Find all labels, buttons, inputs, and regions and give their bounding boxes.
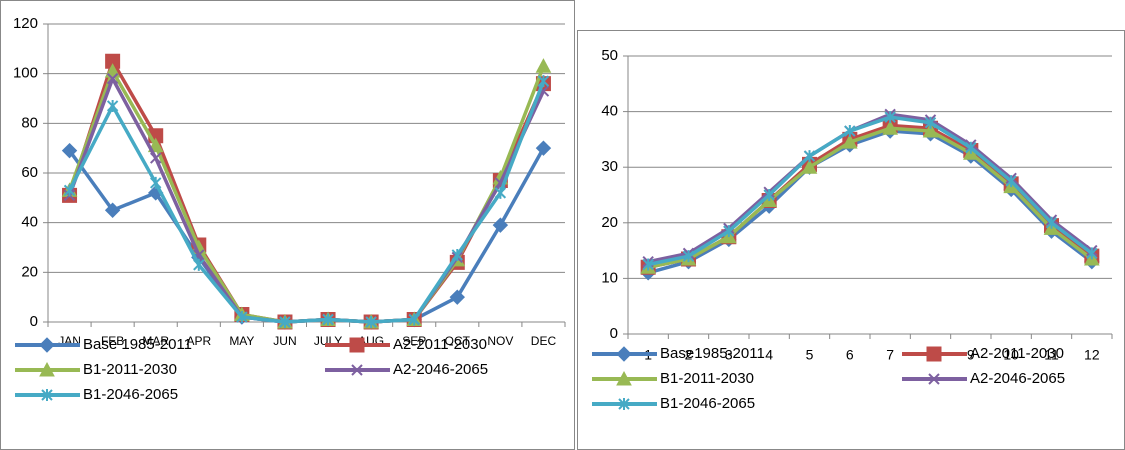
- marker: [882, 120, 899, 135]
- series-line: [647, 115, 1093, 267]
- x-tick-label: 5: [806, 347, 814, 363]
- y-tick-label: 30: [601, 158, 618, 175]
- x-tick-label: 6: [846, 347, 854, 363]
- marker: [63, 184, 76, 197]
- marker: [924, 116, 937, 129]
- marker: [642, 258, 654, 271]
- marker: [451, 248, 463, 261]
- marker: [844, 125, 856, 138]
- y-tick-label: 20: [601, 214, 618, 231]
- legend-label: A2-2046-2065: [970, 370, 1065, 387]
- marker: [763, 189, 775, 201]
- legend-marker: [349, 337, 365, 353]
- marker: [1045, 216, 1058, 229]
- legend-label: A2-2011-2030: [970, 345, 1064, 362]
- panel: [577, 30, 1125, 450]
- series-line: [647, 126, 1093, 269]
- marker: [535, 140, 552, 156]
- y-tick-label: 60: [21, 164, 38, 181]
- series-line: [67, 80, 546, 324]
- marker: [723, 225, 735, 238]
- legend-label: Base1985-2011: [660, 345, 765, 362]
- x-tick-label: APR: [186, 334, 211, 348]
- marker: [150, 176, 162, 189]
- marker: [408, 313, 420, 326]
- y-tick-label: 50: [601, 47, 618, 64]
- legend-label: A2-2011-2030: [393, 336, 487, 353]
- marker: [322, 313, 334, 326]
- x-tick-label: 11: [1044, 347, 1059, 363]
- marker: [236, 311, 248, 324]
- x-tick-label: MAY: [229, 334, 254, 348]
- y-tick-label: 20: [21, 263, 38, 280]
- y-tick-label: 10: [601, 269, 618, 286]
- legend-marker: [41, 389, 53, 401]
- x-tick-label: SEP: [402, 334, 426, 348]
- x-tick-label: 3: [725, 347, 733, 363]
- marker: [803, 150, 816, 163]
- x-tick-label: 7: [886, 347, 894, 363]
- y-tick-label: 40: [21, 214, 38, 231]
- x-tick-label: FEB: [101, 334, 124, 348]
- marker: [965, 141, 977, 154]
- marker: [279, 316, 291, 328]
- x-tick-label: 12: [1084, 347, 1100, 363]
- y-tick-label: 100: [13, 65, 38, 82]
- legend-marker: [618, 398, 630, 410]
- marker: [922, 123, 939, 138]
- marker: [884, 111, 896, 124]
- marker: [841, 134, 858, 149]
- y-tick-label: 0: [610, 325, 618, 342]
- marker: [106, 99, 119, 112]
- y-tick-label: 40: [601, 103, 618, 120]
- x-tick-label: JUN: [273, 334, 296, 348]
- legend-marker: [39, 337, 55, 353]
- legend-marker: [39, 361, 55, 377]
- legend-marker: [616, 370, 632, 386]
- legend-label: B1-2046-2065: [660, 395, 755, 412]
- marker: [150, 152, 162, 164]
- marker: [105, 53, 121, 69]
- marker: [106, 72, 119, 85]
- marker: [1005, 175, 1017, 188]
- x-tick-label: OCT: [445, 334, 471, 348]
- legend-marker: [616, 346, 632, 362]
- legend-marker: [926, 346, 942, 362]
- marker: [1086, 247, 1098, 260]
- legend-marker: [351, 364, 363, 376]
- marker: [492, 217, 509, 233]
- x-tick-label: 9: [967, 347, 975, 363]
- y-tick-label: 80: [21, 114, 38, 131]
- marker: [193, 258, 205, 271]
- legend-label: B1-2046-2065: [83, 386, 178, 403]
- marker: [365, 316, 377, 328]
- marker: [61, 142, 78, 159]
- x-tick-label: MAR: [142, 334, 169, 348]
- legend-label: A2-2046-2065: [393, 361, 488, 378]
- marker: [104, 202, 121, 218]
- legend-label: B1-2011-2030: [83, 361, 177, 378]
- legend-label: B1-2011-2030: [660, 370, 754, 387]
- x-tick-label: DEC: [531, 334, 557, 348]
- marker: [537, 75, 550, 88]
- legend-marker: [928, 373, 940, 385]
- marker: [801, 159, 818, 174]
- x-tick-label: NOV: [487, 334, 513, 348]
- y-tick-label: 120: [13, 15, 38, 32]
- marker: [682, 250, 695, 263]
- x-tick-label: 4: [765, 347, 773, 363]
- legend-label: Base 1985-2011: [83, 336, 192, 353]
- panel: [0, 0, 575, 450]
- x-tick-label: 2: [685, 347, 693, 363]
- marker: [449, 289, 465, 305]
- marker: [494, 186, 507, 199]
- x-tick-label: 10: [1003, 347, 1019, 363]
- y-tick-label: 0: [30, 313, 38, 330]
- marker: [535, 58, 552, 73]
